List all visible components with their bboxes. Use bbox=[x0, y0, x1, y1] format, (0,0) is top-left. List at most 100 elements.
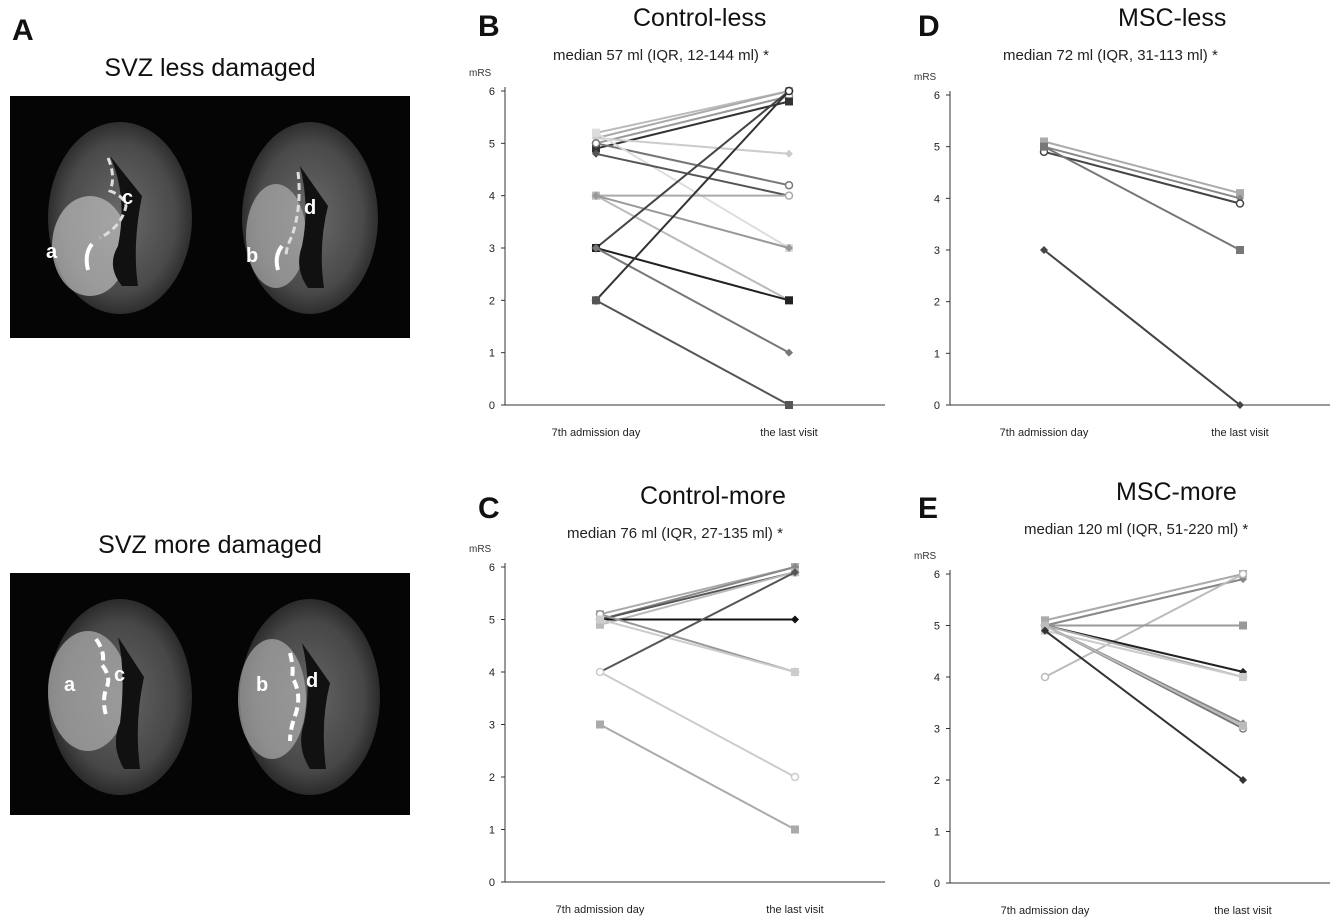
data-point bbox=[1235, 199, 1245, 208]
series-line bbox=[599, 618, 796, 673]
data-point bbox=[1041, 626, 1049, 635]
label-b: b bbox=[246, 245, 258, 267]
data-point bbox=[595, 667, 605, 677]
chart-e-subtitle: median 120 ml (IQR, 51-220 ml) * bbox=[1024, 521, 1249, 538]
x-tick-label: 7th admission day bbox=[1001, 905, 1090, 917]
y-tick-label: 6 bbox=[934, 90, 940, 102]
data-point bbox=[596, 615, 604, 624]
y-tick-label: 2 bbox=[489, 295, 495, 307]
series-line bbox=[1044, 629, 1244, 781]
series-line bbox=[1044, 578, 1244, 627]
y-axis-label: mRS bbox=[914, 551, 937, 562]
data-point bbox=[784, 191, 794, 200]
series-line bbox=[595, 137, 790, 155]
lesion-left-slice bbox=[48, 631, 128, 751]
data-point bbox=[1236, 189, 1244, 198]
lesion-right-slice bbox=[246, 184, 306, 288]
chart-c-subtitle: median 76 ml (IQR, 27-135 ml) * bbox=[567, 525, 783, 542]
series-line bbox=[595, 100, 790, 150]
series-line bbox=[1044, 573, 1244, 622]
svz-dashed-line-d bbox=[284, 171, 301, 257]
lesion-right-slice bbox=[238, 639, 306, 759]
svz-dashed-line-c bbox=[94, 637, 111, 716]
panel-b-letter: B bbox=[478, 10, 500, 43]
label-b: b bbox=[256, 674, 268, 696]
y-tick-label: 0 bbox=[489, 877, 495, 889]
data-point bbox=[785, 149, 793, 158]
data-point bbox=[1239, 621, 1247, 630]
y-tick-label: 1 bbox=[934, 827, 940, 839]
series-line bbox=[595, 90, 790, 302]
x-tick-label: the last visit bbox=[760, 427, 817, 439]
series-line bbox=[595, 247, 790, 354]
y-tick-label: 5 bbox=[934, 621, 940, 633]
y-tick-label: 1 bbox=[489, 348, 495, 360]
series-line bbox=[595, 142, 790, 187]
data-point bbox=[1238, 569, 1248, 579]
y-tick-label: 3 bbox=[934, 245, 940, 257]
data-point bbox=[591, 139, 601, 148]
label-d: d bbox=[306, 670, 318, 692]
label-d: d bbox=[304, 197, 316, 219]
data-point bbox=[785, 97, 793, 106]
ventricle-left-slice bbox=[110, 156, 142, 286]
x-tick-label: the last visit bbox=[1211, 427, 1268, 439]
y-tick-label: 3 bbox=[934, 724, 940, 736]
data-point bbox=[596, 620, 604, 629]
label-c: c bbox=[114, 664, 125, 686]
data-point bbox=[592, 144, 600, 153]
chart-c-title: Control-more bbox=[640, 482, 786, 510]
data-point bbox=[592, 149, 600, 158]
y-tick-label: 3 bbox=[489, 243, 495, 255]
data-point bbox=[784, 86, 794, 96]
series-line bbox=[599, 723, 796, 831]
data-point bbox=[790, 772, 800, 782]
data-point bbox=[1236, 246, 1244, 254]
y-tick-label: 6 bbox=[934, 569, 940, 581]
series-line bbox=[595, 90, 790, 249]
data-point bbox=[1040, 672, 1050, 682]
data-point bbox=[791, 825, 799, 834]
data-point bbox=[1041, 621, 1049, 630]
data-point bbox=[785, 296, 793, 305]
series-line bbox=[595, 247, 790, 302]
brain-scan-less-damaged: a c b d bbox=[10, 96, 410, 338]
panel-c-letter: C bbox=[478, 492, 500, 525]
chart-b-title: Control-less bbox=[633, 4, 767, 32]
series-line bbox=[1043, 145, 1241, 251]
series-line bbox=[595, 194, 790, 249]
svz-more-title: SVZ more damaged bbox=[98, 531, 322, 559]
chart-e-title: MSC-more bbox=[1116, 478, 1237, 506]
panel-a-letter: A bbox=[12, 14, 34, 47]
ventricle-left-slice bbox=[115, 637, 144, 769]
data-point bbox=[1239, 776, 1247, 784]
data-point bbox=[1236, 401, 1244, 409]
y-tick-label: 2 bbox=[934, 775, 940, 787]
x-tick-label: the last visit bbox=[1214, 905, 1271, 917]
ventricle-right-slice bbox=[301, 643, 330, 769]
series-line bbox=[1043, 249, 1241, 406]
data-point bbox=[592, 296, 600, 305]
y-tick-label: 6 bbox=[489, 86, 495, 98]
panel-e-letter: E bbox=[918, 492, 939, 525]
series-line bbox=[595, 90, 790, 140]
data-point bbox=[592, 244, 600, 252]
data-point bbox=[596, 720, 604, 729]
panel-d-letter: D bbox=[918, 10, 940, 43]
y-tick-label: 0 bbox=[934, 878, 940, 890]
chart-b-subtitle: median 57 ml (IQR, 12-144 ml) * bbox=[553, 47, 769, 64]
y-tick-label: 3 bbox=[489, 720, 495, 732]
data-point bbox=[791, 568, 799, 577]
y-tick-label: 1 bbox=[489, 825, 495, 837]
y-axis-label: mRS bbox=[469, 68, 492, 79]
chart-e: mRS 0 1 2 3 4 5 6 7th admission day the last visi… bbox=[914, 551, 1330, 917]
data-point bbox=[1239, 721, 1247, 730]
series-line bbox=[1044, 624, 1244, 727]
y-tick-label: 6 bbox=[489, 562, 495, 574]
data-point bbox=[785, 244, 793, 252]
y-tick-label: 5 bbox=[489, 615, 495, 627]
data-point bbox=[1041, 616, 1049, 625]
data-point bbox=[592, 191, 600, 200]
series-line bbox=[1043, 150, 1241, 205]
series-line bbox=[599, 571, 796, 626]
